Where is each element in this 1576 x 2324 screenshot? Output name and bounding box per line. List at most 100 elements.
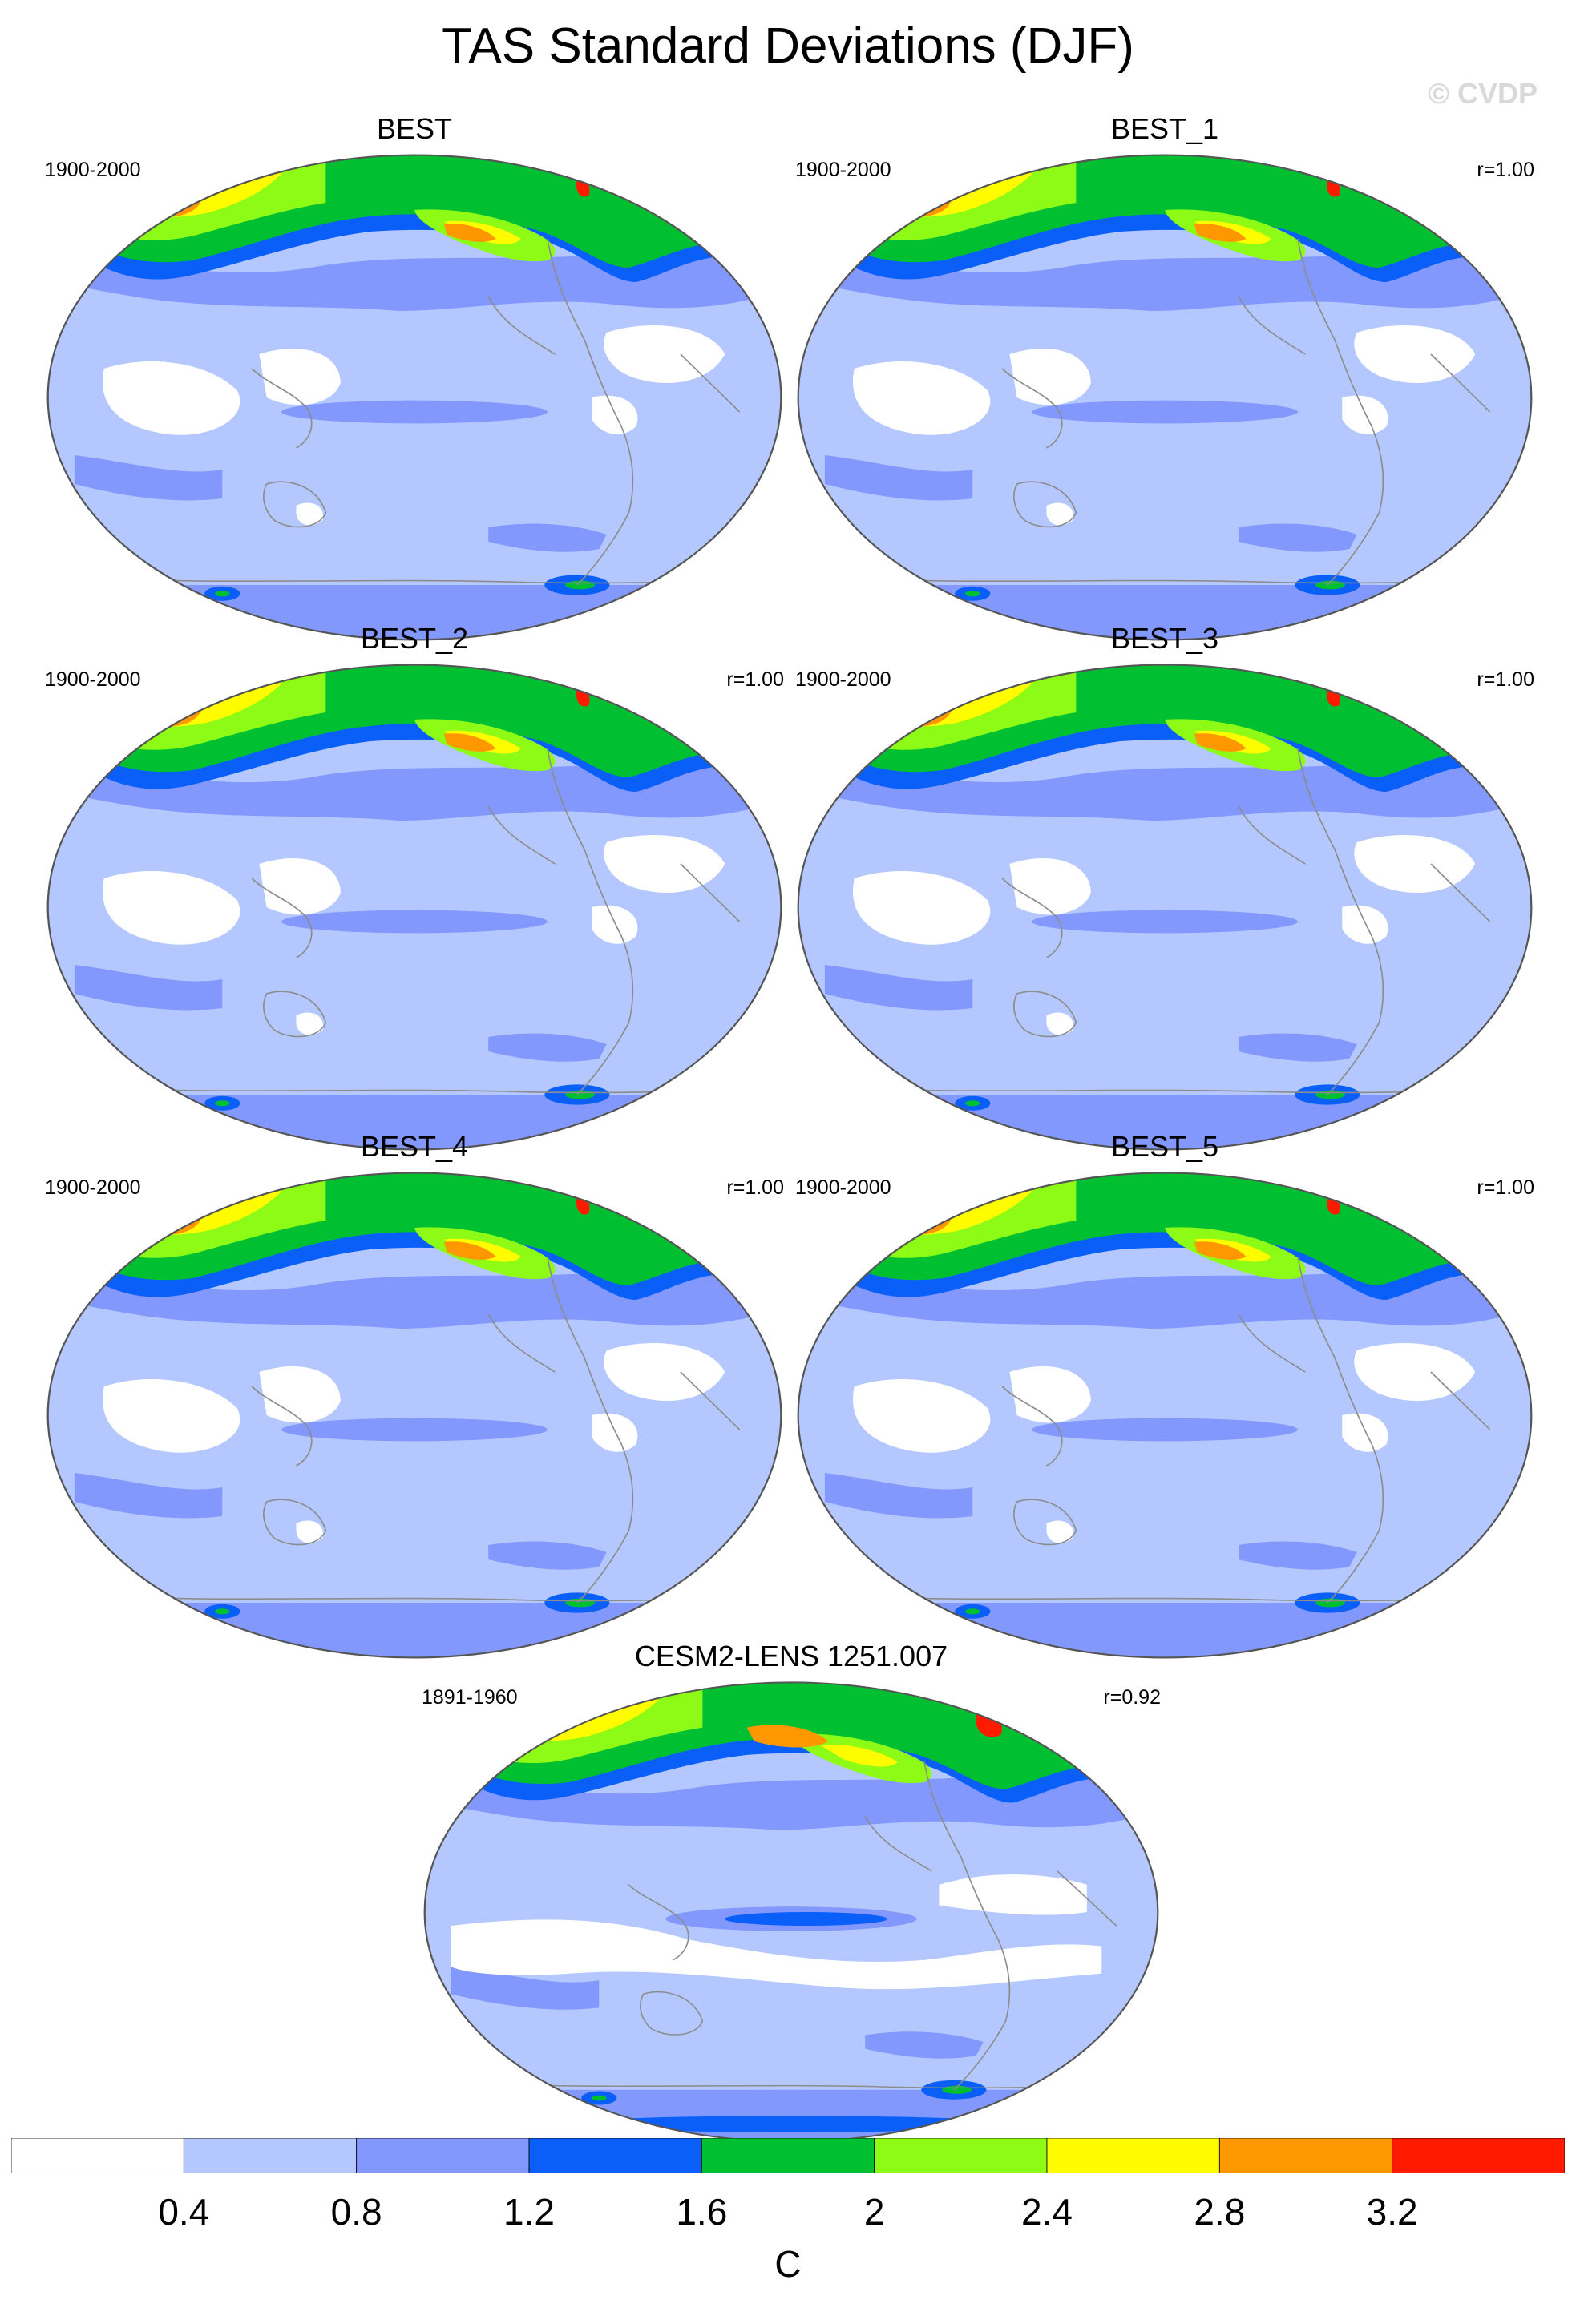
map-outline: [46, 664, 782, 1151]
map-plot: [797, 664, 1533, 1151]
band-0.8-1.2: [451, 1967, 600, 2010]
coastline: [487, 296, 556, 355]
low-variability-area: [259, 348, 341, 405]
low-variability-area: [939, 1874, 1087, 1915]
panel-title: BEST_5: [1110, 1130, 1219, 1163]
map-outline: [797, 154, 1533, 641]
coastline: [1001, 1386, 1063, 1467]
colorbar: [11, 2138, 1565, 2173]
coastline: [864, 1816, 932, 1872]
coastline: [1001, 368, 1063, 449]
low-variability-area: [592, 1413, 638, 1452]
coastline: [680, 863, 741, 922]
high-variability-antarctic: [215, 1100, 230, 1107]
colorbar-swatch: [701, 2138, 875, 2173]
coastline: [1297, 238, 1384, 586]
colorbar-tick-label: 1.2: [503, 2191, 555, 2233]
low-variability-area: [853, 871, 991, 945]
high-variability-north: [478, 1704, 570, 1735]
coastline: [1430, 1371, 1491, 1430]
low-variability-area: [103, 871, 240, 945]
low-variability-area: [1009, 348, 1091, 405]
coastline: [251, 878, 313, 958]
low-variability-area: [592, 395, 638, 434]
band-0.8-1.2: [824, 965, 973, 1011]
panel-correlation: r=1.00: [1477, 1176, 1534, 1199]
band-0.8-1.2: [1239, 1541, 1357, 1570]
band-0.8-1.2: [1239, 1033, 1357, 1062]
panel-years: 1900-2000: [45, 668, 141, 691]
high-variability-north: [122, 1203, 200, 1236]
band-0.8-1.2: [74, 455, 223, 501]
low-variability-area: [259, 857, 341, 915]
high-variability-antarctic: [592, 2095, 607, 2101]
map-panel: CESM2-LENS 1251.007 1891-1960 r=0.92: [422, 1640, 1161, 2153]
colorbar-units: C: [774, 2243, 802, 2285]
band-0.8-1.2: [1239, 523, 1357, 552]
coastline: [680, 1371, 741, 1430]
colorbar-tick-label: 2.4: [1021, 2191, 1073, 2233]
coastline: [263, 991, 327, 1038]
coastline: [1057, 1870, 1117, 1927]
coastline: [1297, 1256, 1384, 1604]
map-plot: [46, 154, 782, 641]
colorbar-tick-label: 1.6: [676, 2191, 728, 2233]
coastline: [1238, 805, 1306, 865]
coastline: [487, 805, 556, 865]
panel-correlation: r=1.00: [726, 668, 784, 691]
band-0.8-1.2: [798, 232, 1532, 311]
panel-years: 1900-2000: [795, 159, 891, 181]
coastline: [487, 1313, 556, 1373]
high-variability-north: [1194, 1241, 1247, 1260]
panel-years: 1891-1960: [422, 1686, 518, 1709]
band-0.8-1.2: [47, 1249, 782, 1329]
low-variability-area: [296, 502, 324, 526]
low-variability-area: [1342, 395, 1388, 434]
low-variability-area: [451, 1919, 1102, 1990]
band-0.8-1.2: [798, 741, 1532, 821]
band-0.8-1.2: [424, 1754, 1158, 1830]
coastline: [628, 1884, 689, 1961]
band-0.8-1.2: [488, 1033, 607, 1062]
panel-correlation: r=1.00: [726, 1176, 784, 1199]
band-0.8-1.2: [488, 1541, 607, 1570]
colorbar-swatch: [874, 2138, 1048, 2173]
map-panel: BEST_4 1900-2000 r=1.00: [45, 1130, 784, 1668]
band-0.8-1.2: [824, 455, 973, 501]
enso-region: [1032, 1418, 1298, 1442]
high-variability-north: [820, 1745, 898, 1767]
panel-years: 1900-2000: [795, 668, 891, 691]
page-title: TAS Standard Deviations (DJF): [442, 18, 1134, 74]
map-panel: BEST 1900-2000: [45, 112, 784, 651]
coastline: [1430, 353, 1491, 413]
low-variability-area: [853, 1379, 991, 1453]
high-variability-antarctic: [965, 1100, 980, 1107]
high-variability-north: [122, 185, 200, 218]
map-outline: [46, 1172, 782, 1659]
low-variability-area: [1009, 857, 1091, 915]
high-variability-north: [872, 185, 951, 218]
map-outline: [797, 1172, 1533, 1659]
coastline: [1013, 1499, 1077, 1546]
high-variability-antarctic: [215, 591, 230, 597]
colorbar-swatch: [1046, 2138, 1220, 2173]
colorbar-tick-label: 2: [863, 2191, 885, 2233]
low-variability-area: [103, 1379, 240, 1453]
band-0.8-1.2: [74, 1473, 223, 1519]
panel-title: BEST: [376, 112, 453, 145]
panel-correlation: r=1.00: [1477, 159, 1534, 181]
low-variability-area: [296, 1012, 324, 1035]
colorbar-swatch: [528, 2138, 702, 2173]
high-variability-north: [503, 1709, 552, 1725]
panel-title: BEST_3: [1110, 622, 1219, 655]
panel-title: BEST_2: [360, 622, 469, 655]
band-0.8-1.2: [74, 965, 223, 1011]
colorbar-swatch: [183, 2138, 358, 2173]
high-variability-antarctic: [569, 2116, 1013, 2132]
coastline: [263, 1499, 327, 1546]
low-variability-area: [853, 361, 991, 435]
colorbar-swatch: [356, 2138, 530, 2173]
colorbar-tick-label: 0.8: [330, 2191, 382, 2233]
map-plot: [46, 664, 782, 1151]
coastline: [1238, 1313, 1306, 1373]
